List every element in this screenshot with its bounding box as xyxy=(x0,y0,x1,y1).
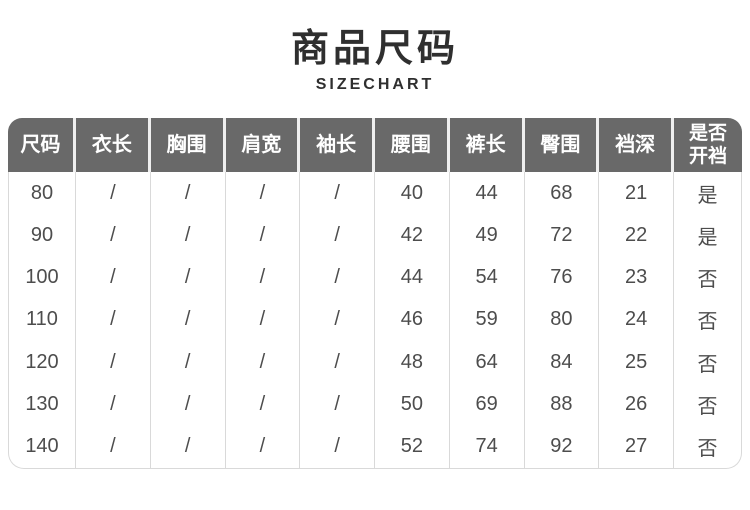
table-cell: / xyxy=(151,383,226,426)
table-cell: / xyxy=(226,425,301,468)
table-cell: / xyxy=(300,256,375,299)
table-row: 130// //50 69 88 26 否 xyxy=(9,383,741,426)
column-header-1: 尺码 xyxy=(8,118,76,172)
table-cell: 48 xyxy=(375,341,450,384)
column-header-9: 裆深 xyxy=(599,118,674,172)
table-cell: 76 xyxy=(525,256,600,299)
table-cell: 64 xyxy=(450,341,525,384)
table-cell: / xyxy=(226,214,301,257)
table-cell: / xyxy=(76,214,151,257)
column-header-8: 臀围 xyxy=(525,118,600,172)
table-cell: / xyxy=(151,341,226,384)
table-cell: 46 xyxy=(375,298,450,342)
table-cell: 44 xyxy=(375,256,450,299)
column-header-7: 裤长 xyxy=(450,118,525,172)
size-cell: 80 xyxy=(9,172,76,215)
table-cell: / xyxy=(300,383,375,426)
table-cell: 是 xyxy=(697,226,718,249)
column-header-10: 是否 开裆 xyxy=(688,123,727,167)
table-cell: / xyxy=(151,172,226,215)
table-cell: / xyxy=(226,341,301,384)
size-cell: 130 xyxy=(9,383,76,426)
table-cell: 59 xyxy=(450,298,525,342)
table-cell: / xyxy=(226,172,301,215)
column-header-6: 腰围 xyxy=(375,118,450,172)
table-row: 110// //46 59 80 24 否 xyxy=(9,298,741,342)
page-title: 商品尺码 xyxy=(290,28,459,70)
table-cell: 否 xyxy=(697,311,718,334)
table-cell: 68 xyxy=(525,172,600,215)
table-cell: 23 xyxy=(599,256,674,299)
table-cell: 40 xyxy=(375,172,450,215)
table-cell: / xyxy=(300,425,375,468)
table-cell: 25 xyxy=(599,341,674,384)
size-cell: 110 xyxy=(9,298,76,342)
table-cell: / xyxy=(151,425,226,468)
table-cell: 69 xyxy=(450,383,525,426)
table-cell: 26 xyxy=(599,383,674,426)
table-cell: 92 xyxy=(525,425,600,468)
table-cell: 27 xyxy=(599,425,674,468)
table-cell: 是 xyxy=(697,184,718,207)
table-cell: 88 xyxy=(525,383,600,426)
table-cell: 74 xyxy=(450,425,525,468)
table-cell: 21 xyxy=(599,172,674,215)
size-chart-table: 尺码 衣长 胸围 肩宽 袖长 腰围 裤长 臀围 裆深 是否 开裆 80// //40 44 68 21 是 9… xyxy=(8,118,742,469)
table-cell: / xyxy=(226,383,301,426)
table-cell: / xyxy=(151,214,226,257)
table-cell: 否 xyxy=(697,353,718,376)
table-cell: 否 xyxy=(697,438,718,461)
table-cell: / xyxy=(226,298,301,342)
size-cell: 140 xyxy=(9,425,76,468)
column-header-3: 胸围 xyxy=(151,118,226,172)
table-cell: 否 xyxy=(697,396,718,419)
table-cell: 54 xyxy=(450,256,525,299)
table-body: 80// //40 44 68 21 是 90// //42 49 72 22 是 100// //44 5… xyxy=(8,172,742,469)
table-cell: 否 xyxy=(697,269,718,292)
table-row: 100// //44 54 76 23 否 xyxy=(9,256,741,299)
table-row: 120// //48 64 84 25 否 xyxy=(9,341,741,384)
column-header-2: 衣长 xyxy=(76,118,151,172)
table-cell: / xyxy=(300,341,375,384)
size-cell: 100 xyxy=(9,256,76,299)
table-cell: / xyxy=(300,298,375,342)
table-cell: / xyxy=(76,256,151,299)
table-cell: / xyxy=(76,172,151,215)
table-row: 140// //52 74 92 27 否 xyxy=(9,425,741,468)
table-cell: 24 xyxy=(599,298,674,342)
table-cell: 22 xyxy=(599,214,674,257)
table-cell: 50 xyxy=(375,383,450,426)
size-chart-page: 商品尺码 SIZECHART 尺码 衣长 胸围 肩宽 袖长 腰围 裤长 臀围 裆深 是否 开裆 8… xyxy=(0,26,750,510)
column-header-4: 肩宽 xyxy=(226,118,301,172)
page-subtitle: SIZECHART xyxy=(315,76,435,93)
table-cell: / xyxy=(151,256,226,299)
table-row: 80// //40 44 68 21 是 xyxy=(9,172,741,215)
table-cell: 84 xyxy=(525,341,600,384)
table-cell: 52 xyxy=(375,425,450,468)
table-cell: / xyxy=(300,214,375,257)
table-row: 90// //42 49 72 22 是 xyxy=(9,214,741,257)
table-cell: / xyxy=(76,298,151,342)
table-cell: / xyxy=(300,172,375,215)
column-header-5: 袖长 xyxy=(300,118,375,172)
table-cell: 49 xyxy=(450,214,525,257)
size-cell: 120 xyxy=(9,341,76,384)
size-cell: 90 xyxy=(9,214,76,257)
table-cell: 44 xyxy=(450,172,525,215)
table-cell: 42 xyxy=(375,214,450,257)
table-cell: 72 xyxy=(525,214,600,257)
table-header-row: 尺码 衣长 胸围 肩宽 袖长 腰围 裤长 臀围 裆深 是否 开裆 xyxy=(8,118,742,172)
table-cell: / xyxy=(76,425,151,468)
table-cell: / xyxy=(226,256,301,299)
table-cell: / xyxy=(151,298,226,342)
table-cell: / xyxy=(76,383,151,426)
table-cell: 80 xyxy=(525,298,600,342)
table-cell: / xyxy=(76,341,151,384)
